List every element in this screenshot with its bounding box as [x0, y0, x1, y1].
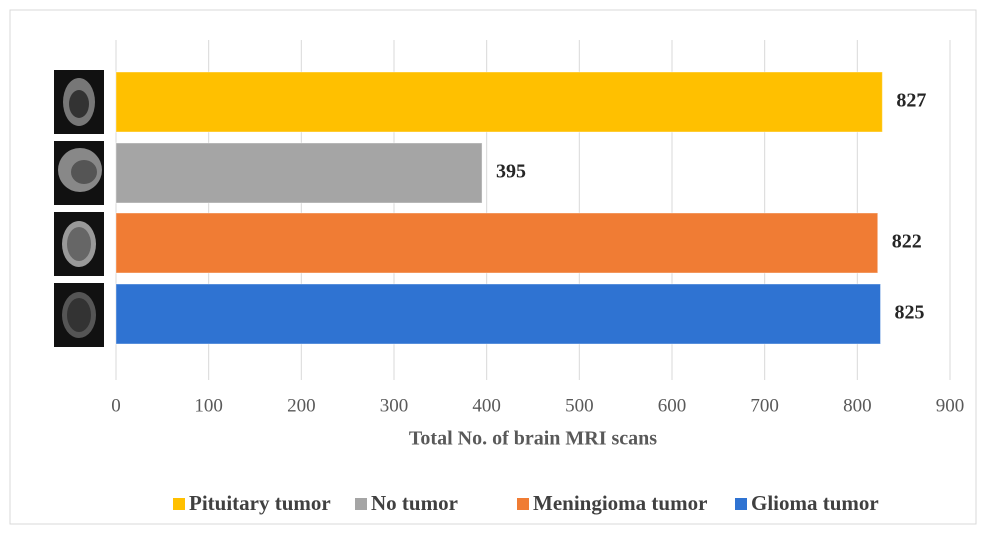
legend-swatch	[735, 498, 747, 510]
x-tick-label: 100	[194, 395, 223, 416]
x-tick-label: 400	[472, 395, 501, 416]
legend-swatch	[517, 498, 529, 510]
legend-label: Pituitary tumor	[189, 491, 331, 515]
x-axis-title: Total No. of brain MRI scans	[409, 428, 657, 450]
x-tick-label: 500	[565, 395, 594, 416]
value-label: 822	[892, 231, 922, 253]
value-label: 827	[896, 90, 926, 112]
legend-label: Glioma tumor	[751, 491, 879, 515]
x-tick-label: 900	[936, 395, 965, 416]
x-tick-label: 0	[111, 395, 121, 416]
x-tick-label: 200	[287, 395, 316, 416]
x-tick-label: 600	[658, 395, 687, 416]
bar	[115, 283, 881, 345]
bar	[115, 212, 879, 274]
legend-swatch	[173, 498, 185, 510]
legend-label: No tumor	[371, 491, 458, 515]
mri-thumbnails	[54, 70, 104, 347]
value-label: 825	[895, 302, 925, 324]
legend-label: Meningioma tumor	[533, 491, 707, 515]
bar	[115, 142, 483, 204]
x-tick-label: 800	[843, 395, 872, 416]
bar	[115, 71, 883, 133]
x-tick-label: 300	[380, 395, 409, 416]
legend-swatch	[355, 498, 367, 510]
x-tick-label: 700	[750, 395, 779, 416]
value-label: 395	[496, 161, 526, 183]
